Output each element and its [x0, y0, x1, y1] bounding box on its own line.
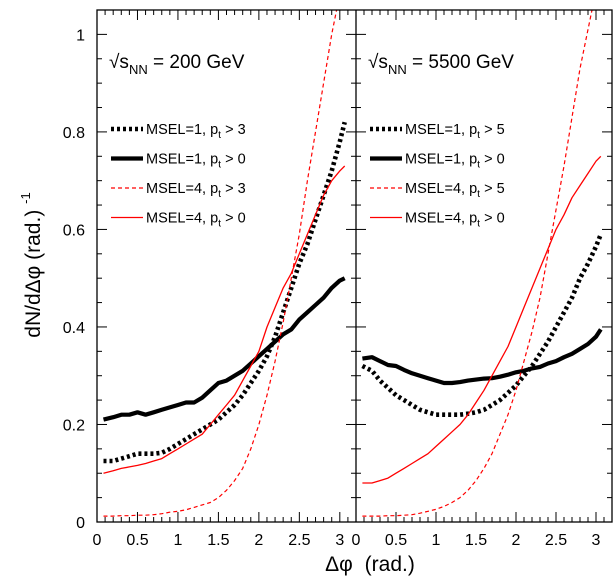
x-tick-label: 1	[173, 532, 182, 549]
x-tick-label: 0.5	[126, 532, 148, 549]
y-tick-label: 0.2	[63, 417, 85, 434]
legend-label: MSEL=1,	[146, 122, 210, 138]
legend-cut: > 5	[480, 181, 505, 197]
legend-label: MSEL=4,	[405, 211, 469, 227]
series-line-4	[362, 155, 602, 484]
legend-label: MSEL=4,	[405, 181, 469, 197]
x-tick-label: 3	[592, 532, 601, 549]
energy-suffix: = 5500 GeV	[407, 52, 515, 73]
x-tick-label: 1.5	[465, 532, 487, 549]
legend-label: MSEL=4,	[146, 181, 210, 197]
energy-label: √sNN = 5500 GeV	[368, 52, 514, 77]
legend-pt-sub: t	[218, 159, 221, 171]
legend-pt-var: p	[469, 181, 477, 197]
series-line-1	[103, 121, 347, 464]
legend-pt-sub: t	[477, 159, 480, 171]
legend-pt-var: p	[210, 181, 218, 197]
legend-label: MSEL=1,	[146, 152, 210, 168]
series-line-2	[102, 276, 346, 422]
legend-pt-var: p	[210, 152, 218, 168]
x-tick-label: 1.5	[207, 532, 229, 549]
y-axis-title-exponent: -1	[18, 192, 33, 204]
legend-cut: > 0	[221, 152, 246, 168]
legend-entry-label: MSEL=1, pt > 5	[405, 122, 505, 141]
energy-prefix: √s	[109, 52, 129, 73]
legend-pt-sub: t	[477, 188, 480, 200]
y-tick-label: 1	[76, 27, 85, 44]
legend-pt-sub: t	[477, 218, 480, 230]
legend-entry-label: MSEL=1, pt > 0	[405, 152, 505, 171]
plot-frame	[96, 9, 613, 523]
legend-label: MSEL=4,	[146, 211, 210, 227]
legend-pt-var: p	[210, 122, 218, 138]
y-axis-title: dN/dΔφ (rad.) -1	[18, 192, 45, 337]
legend-cut: > 5	[480, 122, 505, 138]
x-tick-label: 0.5	[385, 532, 407, 549]
y-tick-label: 0	[76, 515, 85, 532]
y-axis-title-main: dN/dΔφ (rad.)	[22, 210, 45, 338]
legend-label: MSEL=1,	[405, 152, 469, 168]
series-line-3	[362, 10, 593, 517]
x-tick-label: 2.5	[288, 532, 310, 549]
energy-label: √sNN = 200 GeV	[109, 52, 245, 77]
curves	[102, 10, 347, 517]
legend-entry-label: MSEL=4, pt > 3	[146, 181, 246, 200]
legend-cut: > 0	[221, 211, 246, 227]
energy-subscript: NN	[129, 62, 148, 77]
legend-cut: > 0	[480, 152, 505, 168]
x-tick-label: 1	[432, 532, 441, 549]
y-tick-label: 0.4	[63, 320, 85, 337]
series-line-2	[362, 328, 603, 386]
x-tick-label: 0	[352, 532, 361, 549]
legend-pt-sub: t	[477, 129, 480, 141]
legend-entry-label: MSEL=1, pt > 0	[146, 152, 246, 171]
legend-entry-label: MSEL=4, pt > 5	[405, 181, 505, 200]
energy-subscript: NN	[388, 62, 407, 77]
legend-cut: > 0	[480, 211, 505, 227]
energy-prefix: √s	[368, 52, 388, 73]
series-line-4	[103, 165, 346, 474]
x-tick-label: 2	[512, 532, 521, 549]
legend-cut: > 3	[221, 122, 246, 138]
legend-pt-var: p	[469, 122, 477, 138]
x-tick-label: 3	[335, 532, 344, 549]
legend-pt-sub: t	[218, 129, 221, 141]
x-tick-label: 2	[254, 532, 263, 549]
y-tick-label: 0.8	[63, 125, 85, 142]
legend-label: MSEL=1,	[405, 122, 469, 138]
legend-cut: > 3	[221, 181, 246, 197]
legend-pt-var: p	[210, 211, 218, 227]
legend-pt-var: p	[469, 152, 477, 168]
y-tick-label: 0.6	[63, 222, 85, 239]
x-axis-title-unit: (rad.)	[365, 553, 415, 576]
axes-frame: 0 0.2 0.4 0.6 0.8 1	[63, 9, 613, 532]
x-tick-label: 2.5	[545, 532, 567, 549]
legend-pt-var: p	[469, 211, 477, 227]
legend-pt-sub: t	[218, 188, 221, 200]
legend-pt-sub: t	[218, 218, 221, 230]
legend-entry-label: MSEL=4, pt > 0	[146, 211, 246, 230]
x-tick-label: 0	[93, 532, 102, 549]
energy-suffix: = 200 GeV	[148, 52, 245, 73]
series-line-3	[103, 10, 338, 517]
curves	[361, 10, 603, 517]
legend-entry-label: MSEL=1, pt > 3	[146, 122, 246, 141]
series-line-1	[361, 233, 603, 418]
x-axis-title-symbol: Δφ	[325, 553, 353, 576]
legend-entry-label: MSEL=4, pt > 0	[405, 211, 505, 230]
x-axis-title: Δφ (rad.)	[325, 553, 415, 576]
